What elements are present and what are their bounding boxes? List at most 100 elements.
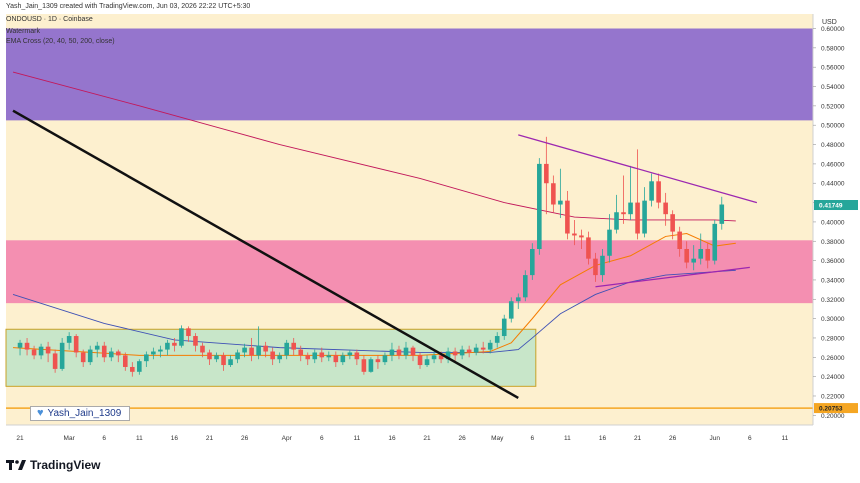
x-tick-label: 16 [171, 435, 179, 442]
candle-body [172, 342, 177, 346]
candle-body [375, 359, 381, 363]
candle-body [508, 301, 514, 319]
x-tick-label: May [491, 435, 504, 442]
candle-body [207, 352, 212, 360]
candle-body [522, 275, 528, 298]
zone-purple [6, 28, 813, 121]
wedge-lower-line [595, 266, 750, 288]
candle-body [52, 353, 58, 369]
candle-body [115, 351, 121, 356]
candle-body [586, 237, 591, 259]
tradingview-logo-icon [6, 460, 26, 470]
x-tick-label: 11 [782, 435, 789, 442]
candle-body [31, 349, 37, 356]
x-tick-label: 6 [320, 435, 324, 442]
y-tick-label: 0.40000 [821, 219, 845, 226]
candle-body [277, 355, 282, 360]
candle-body [382, 355, 388, 363]
x-tick-label: 16 [599, 435, 607, 442]
x-tick-label: 21 [16, 435, 24, 442]
x-tick-label: Mar [64, 435, 76, 442]
y-tick-label: 0.26000 [821, 355, 845, 362]
ema20-line [12, 233, 736, 356]
x-tick-label: 26 [669, 435, 677, 442]
candle-body [494, 336, 500, 343]
candle-body [193, 336, 198, 346]
x-tick-label: 11 [136, 435, 143, 442]
candle-body [551, 183, 556, 205]
zone-pink [6, 240, 813, 304]
x-tick-label: 11 [353, 435, 360, 442]
candle-body [130, 366, 135, 372]
watermark-label: Yash_Jain_1309 [47, 408, 122, 419]
y-tick-label: 0.30000 [821, 316, 845, 323]
y-tick-label: 0.38000 [821, 239, 845, 246]
candle-body [242, 347, 247, 353]
indicator-ema-cross-label[interactable]: EMA Cross (20, 40, 50, 200, close) [6, 38, 115, 45]
tradingview-brand: TradingView [30, 458, 101, 472]
wedge-upper-line [518, 134, 758, 204]
x-tick-label: 6 [102, 435, 106, 442]
candle-body [228, 359, 233, 366]
candle-body [663, 202, 668, 215]
candle-body [396, 349, 402, 356]
candle-body [459, 349, 465, 356]
candle-body [144, 354, 149, 362]
indicator-watermark-label[interactable]: Watermark [6, 28, 40, 35]
candle-body [256, 345, 261, 356]
candle-body [684, 248, 689, 263]
x-tick-label: 26 [241, 435, 249, 442]
candle-body [579, 235, 584, 238]
candle-body [87, 349, 93, 363]
x-tick-label: 21 [423, 435, 431, 442]
candle-body [452, 351, 458, 356]
y-tick-label: 0.52000 [821, 103, 845, 110]
candle-body [186, 328, 191, 337]
candle-body [221, 355, 226, 366]
candle-body [249, 347, 254, 356]
y-tick-label: 0.56000 [821, 65, 845, 72]
candle-body [537, 163, 542, 249]
x-tick-label: Jun [710, 435, 721, 442]
symbol-title: ONDOUSD · 1D · Coinbase [6, 16, 93, 23]
y-tick-label: 0.60000 [821, 26, 845, 33]
x-tick-label: Apr [282, 435, 293, 442]
candle-body [565, 200, 570, 234]
y-tick-label: 0.54000 [821, 84, 845, 91]
candle-body [94, 345, 100, 350]
candle-body [614, 212, 619, 230]
candle-body [607, 229, 612, 256]
candle-body [165, 342, 170, 350]
candle-body [698, 248, 704, 259]
candle-body [642, 200, 647, 234]
candle-body [487, 342, 493, 350]
currency-label[interactable]: USD [822, 19, 837, 26]
candle-body [656, 181, 661, 203]
candle-body [572, 233, 577, 236]
level-price-badge [814, 403, 858, 414]
candle-body [628, 202, 633, 215]
candle-body [319, 352, 325, 358]
candle-body [544, 163, 549, 184]
y-tick-label: 0.34000 [821, 277, 845, 284]
price-axis-background [813, 14, 860, 445]
candle-body [593, 258, 598, 276]
candle-body [361, 359, 367, 372]
candle-body [284, 342, 289, 356]
candle-body [670, 214, 675, 232]
x-tick-label: 26 [459, 435, 467, 442]
downtrend-line [12, 109, 519, 400]
candle-body [712, 223, 718, 261]
candle-body [501, 318, 507, 337]
x-tick-label: 16 [388, 435, 396, 442]
last-price-badge [814, 200, 858, 211]
tradingview-footer[interactable]: TradingView [6, 458, 100, 472]
y-tick-label: 0.32000 [821, 297, 845, 304]
candle-body [122, 355, 128, 367]
candle-body [298, 349, 304, 356]
candle-body [214, 355, 219, 360]
candle-body [635, 202, 640, 234]
candle-body [466, 349, 472, 353]
candle-body [38, 346, 44, 356]
